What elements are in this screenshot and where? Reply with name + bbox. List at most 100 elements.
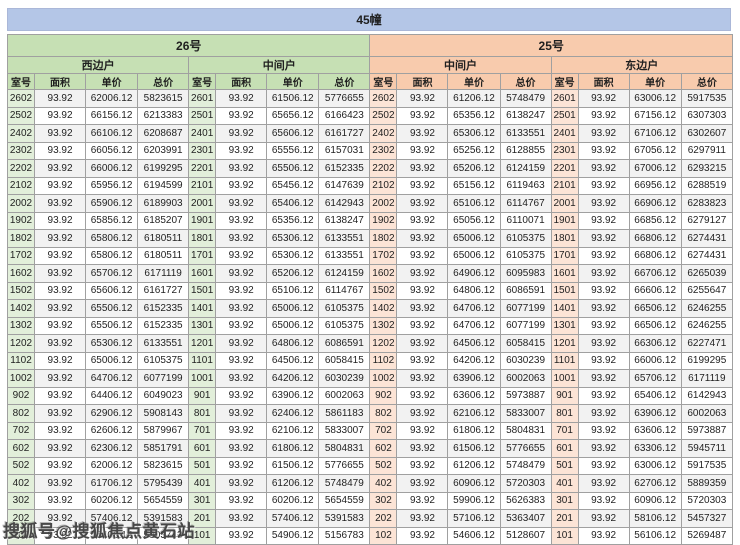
room-cell: 2401 [188,124,217,143]
area-cell: 93.92 [396,299,449,318]
room-cell: 602 [6,439,36,458]
room-cell: 402 [369,474,398,493]
room-cell: 1001 [550,369,579,388]
total-price-cell: 5823615 [137,89,190,108]
total-price-cell: 6185207 [137,211,190,230]
building-title: 45幢 [356,13,382,27]
room-cell: 1101 [550,351,579,370]
col-header-area: 面积 [396,73,449,90]
area-cell: 93.92 [396,159,449,178]
table-row: 102 93.92 55406.12 5203743 101 93.92 54906.12 5… [6,526,734,545]
col-header-unit-price: 单价 [266,73,320,90]
area-cell: 93.92 [396,526,449,545]
room-cell: 2601 [188,89,217,108]
col-header-area: 面积 [577,73,630,90]
table-row: 1302 93.92 65506.12 6152335 1301 93.92 65006.1… [6,316,734,335]
total-price-cell: 6180511 [137,229,190,248]
table-row: 1702 93.92 65806.12 6180511 1701 93.92 65306.1… [6,246,734,265]
unit-price-cell: 66006.12 [628,351,682,370]
area-cell: 93.92 [34,369,87,388]
area-cell: 93.92 [34,316,87,335]
room-cell: 1102 [6,351,36,370]
total-price-cell: 5748479 [499,89,552,108]
area-cell: 93.92 [215,106,268,125]
unit-price-cell: 67156.12 [628,106,682,125]
unit-price-cell: 65806.12 [85,229,139,248]
area-cell: 93.92 [396,316,449,335]
room-cell: 701 [550,421,579,440]
unit-price-cell: 64706.12 [447,316,501,335]
area-cell: 93.92 [215,421,268,440]
area-cell: 93.92 [396,141,449,160]
area-cell: 93.92 [577,491,630,510]
table-row: 702 93.92 62606.12 5879967 701 93.92 62106.12 5… [6,421,734,440]
unit-price-cell: 63606.12 [447,386,501,405]
room-cell: 802 [369,404,398,423]
unit-price-cell: 65006.12 [266,316,320,335]
area-cell: 93.92 [215,386,268,405]
unit-price-cell: 62306.12 [85,439,139,458]
room-cell: 202 [369,509,398,528]
room-cell: 1001 [188,369,217,388]
total-price-cell: 6274431 [680,229,734,248]
col-header-total-price: 总价 [318,73,371,90]
unit-price-cell: 64806.12 [447,281,501,300]
total-price-cell: 6288519 [680,176,734,195]
table-row: 2002 93.92 65906.12 6189903 2001 93.92 65406.1… [6,194,734,213]
room-cell: 2501 [550,106,579,125]
unit-price-cell: 64506.12 [447,334,501,353]
unit-type-header-row: 西边户 中间户 中间户 东边户 [6,56,734,74]
room-cell: 401 [550,474,579,493]
area-cell: 93.92 [34,176,87,195]
total-price-cell: 6128855 [499,141,552,160]
total-price-cell: 6297911 [680,141,734,160]
area-cell: 93.92 [34,351,87,370]
unit-price-cell: 60206.12 [266,491,320,510]
table-row: 2402 93.92 66106.12 6208687 2401 93.92 65606.1… [6,124,734,143]
unit-price-cell: 64806.12 [266,334,320,353]
area-cell: 93.92 [577,386,630,405]
room-cell: 1902 [369,211,398,230]
total-price-cell: 6152335 [318,159,371,178]
total-price-cell: 6142943 [680,386,734,405]
total-price-cell: 6213383 [137,106,190,125]
area-cell: 93.92 [577,351,630,370]
table-row: 602 93.92 62306.12 5851791 601 93.92 61806.12 5… [6,439,734,458]
area-cell: 93.92 [396,334,449,353]
area-cell: 93.92 [577,141,630,160]
unit-price-cell: 66506.12 [628,299,682,318]
total-price-cell: 6105375 [318,316,371,335]
room-cell: 2501 [188,106,217,125]
area-cell: 93.92 [34,404,87,423]
total-price-cell: 6161727 [137,281,190,300]
unit-price-cell: 65106.12 [447,194,501,213]
unit-price-cell: 61806.12 [266,439,320,458]
building-26-header: 26号 [6,34,371,57]
unit-price-cell: 65206.12 [447,159,501,178]
col-header-total-price: 总价 [499,73,552,90]
unit-price-cell: 65306.12 [266,246,320,265]
unit-price-cell: 61706.12 [85,474,139,493]
area-cell: 93.92 [215,141,268,160]
total-price-cell: 6124159 [499,159,552,178]
unit-price-cell: 63006.12 [628,89,682,108]
unit-type-west: 西边户 [6,56,190,74]
area-cell: 93.92 [577,159,630,178]
total-price-cell: 5626383 [499,491,552,510]
table-row: 302 93.92 60206.12 5654559 301 93.92 60206.12 5… [6,491,734,510]
room-cell: 1201 [550,334,579,353]
unit-price-cell: 66706.12 [628,264,682,283]
total-price-cell: 6283823 [680,194,734,213]
unit-price-cell: 67056.12 [628,141,682,160]
unit-price-cell: 63906.12 [447,369,501,388]
room-cell: 1301 [188,316,217,335]
room-cell: 2301 [188,141,217,160]
room-cell: 2502 [6,106,36,125]
room-cell: 1202 [6,334,36,353]
area-cell: 93.92 [577,369,630,388]
unit-price-cell: 64206.12 [266,369,320,388]
unit-price-cell: 64506.12 [266,351,320,370]
unit-price-cell: 62606.12 [85,421,139,440]
room-cell: 1801 [188,229,217,248]
total-price-cell: 5269487 [680,526,734,545]
